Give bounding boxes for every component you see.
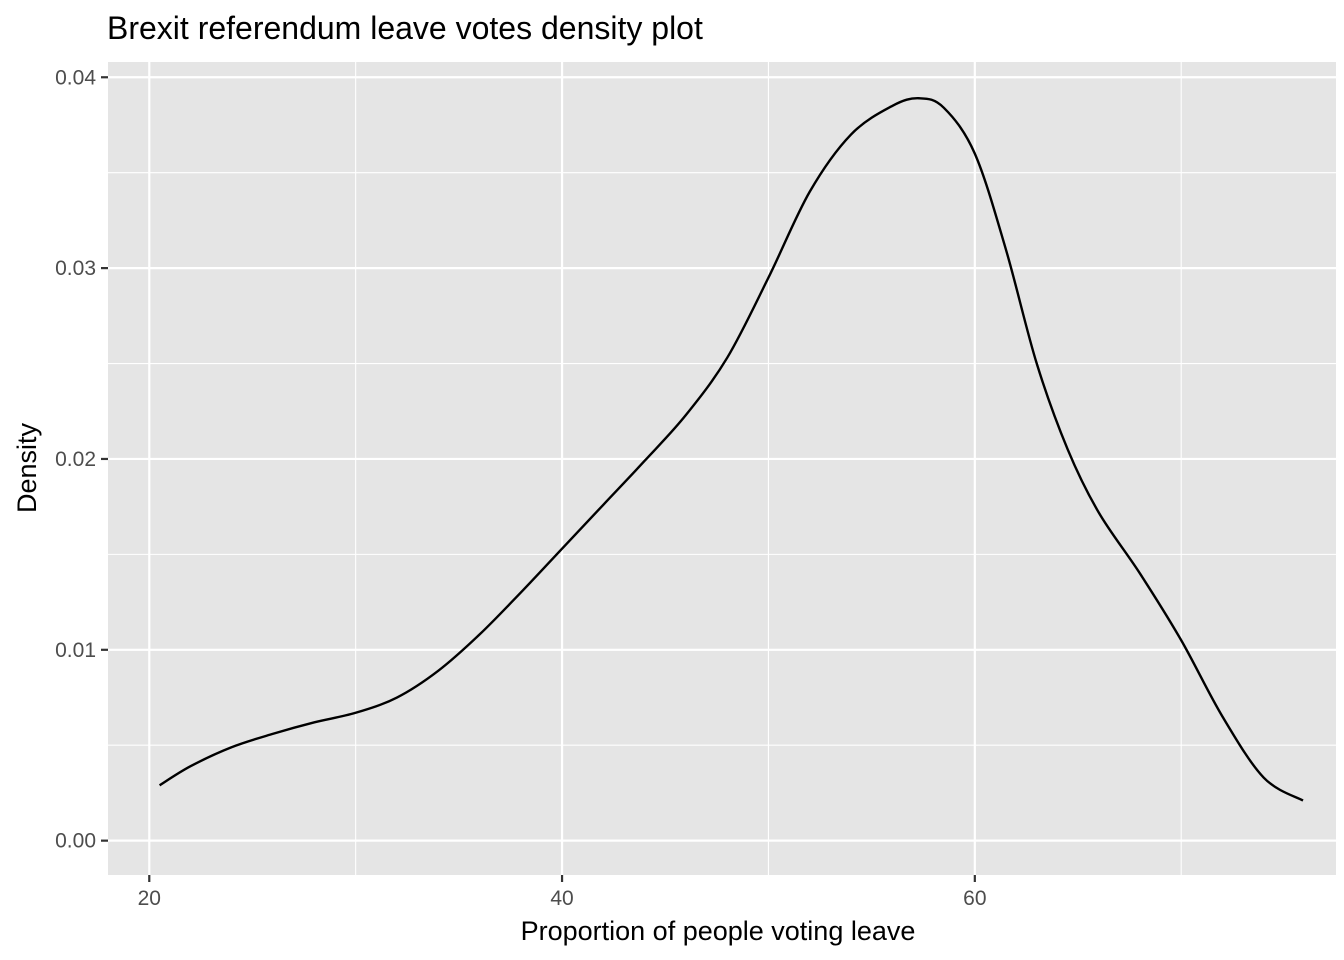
major-y-gridlines [108, 76, 1336, 842]
minor-x-gridlines [355, 62, 1182, 875]
series-layer [158, 97, 1304, 802]
y-tick-label: 0.03 [55, 257, 96, 280]
y-tick-label: 0.02 [55, 448, 96, 471]
density-line [158, 97, 1304, 802]
y-tick-label: 0.01 [55, 639, 96, 662]
x-axis: 20 40 60 [138, 875, 987, 910]
y-tick-label: 0.04 [55, 66, 96, 89]
y-axis: 0.00 0.01 0.02 0.03 0.04 [55, 66, 108, 853]
x-tick-label: 20 [138, 887, 161, 910]
chart-title: Brexit referendum leave votes density pl… [107, 10, 703, 46]
x-axis-title: Proportion of people voting leave [521, 916, 916, 946]
minor-y-gridlines [108, 172, 1336, 746]
plot-panel [108, 62, 1336, 875]
y-axis-title: Density [12, 422, 42, 513]
y-tick-label: 0.00 [55, 830, 96, 853]
x-tick-label: 40 [550, 887, 573, 910]
x-tick-label: 60 [963, 887, 986, 910]
major-x-gridlines [148, 62, 976, 875]
